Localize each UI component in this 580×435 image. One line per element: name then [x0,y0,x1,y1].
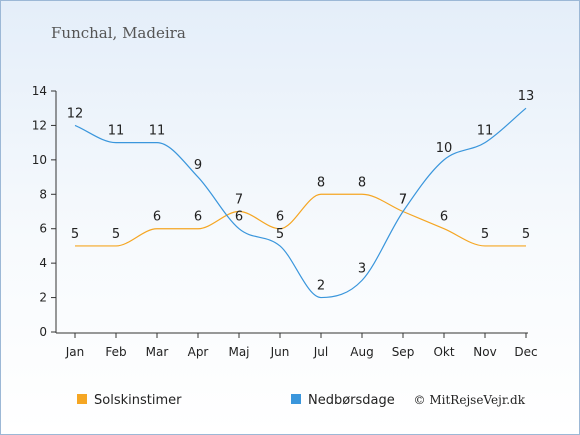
data-label: 3 [358,261,366,276]
x-tick-label: Okt [433,345,454,359]
data-label: 8 [317,175,325,190]
data-label: 6 [440,210,448,225]
data-label: 6 [235,210,243,225]
data-label: 9 [194,158,202,173]
data-label: 6 [276,210,284,225]
data-label: 10 [436,141,453,156]
y-tick-label: 6 [39,222,47,236]
data-label: 7 [235,193,243,208]
legend: Solskinstimer Nedbørsdage [77,393,395,408]
data-label: 13 [518,89,535,104]
x-tick-label: Maj [228,345,249,359]
data-label: 12 [67,106,84,121]
x-tick-label: Jan [65,345,85,359]
x-axis-ticks: Jan Feb Mar Apr Maj Jun Jul Aug Sep Okt Nov Dec [65,333,538,359]
y-tick-label: 8 [39,187,47,201]
legend-label: Solskinstimer [94,393,182,408]
series-line-nedborsdage [74,107,527,299]
legend-swatch [77,394,87,404]
data-label: 5 [71,227,79,242]
series-lines [74,107,527,299]
x-tick-label: Jun [270,345,290,359]
chart-title: Funchal, Madeira [51,24,186,42]
y-tick-label: 14 [32,84,47,98]
axes [55,91,528,334]
x-tick-label: Aug [350,345,373,359]
data-label: 7 [399,193,407,208]
legend-label: Nedbørsdage [308,393,395,408]
x-tick-label: Apr [188,345,209,359]
x-tick-label: Jul [313,345,328,359]
x-tick-label: Mar [146,345,169,359]
y-tick-label: 10 [32,153,47,167]
data-label: 5 [276,227,284,242]
series-line-solskinstimer [75,193,526,247]
data-label: 5 [112,227,120,242]
y-tick-label: 0 [39,325,47,339]
y-tick-label: 4 [39,256,47,270]
data-label: 5 [481,227,489,242]
data-label: 8 [358,175,366,190]
x-tick-label: Sep [392,345,415,359]
data-label: 6 [194,210,202,225]
x-tick-label: Dec [514,345,537,359]
data-label: 5 [522,227,530,242]
data-label: 6 [153,210,161,225]
data-label: 2 [317,279,325,294]
y-axis-ticks: 0 2 4 6 8 10 12 14 [32,84,56,339]
y-tick-label: 2 [39,291,47,305]
legend-swatch [291,394,301,404]
x-tick-label: Nov [473,345,496,359]
data-label: 11 [477,124,494,139]
data-label: 7 [399,193,407,208]
data-label: 11 [108,124,125,139]
data-label: 11 [149,124,166,139]
credit-text: © MitRejseVejr.dk [414,393,526,407]
y-tick-label: 12 [32,118,47,132]
x-tick-label: Feb [105,345,126,359]
